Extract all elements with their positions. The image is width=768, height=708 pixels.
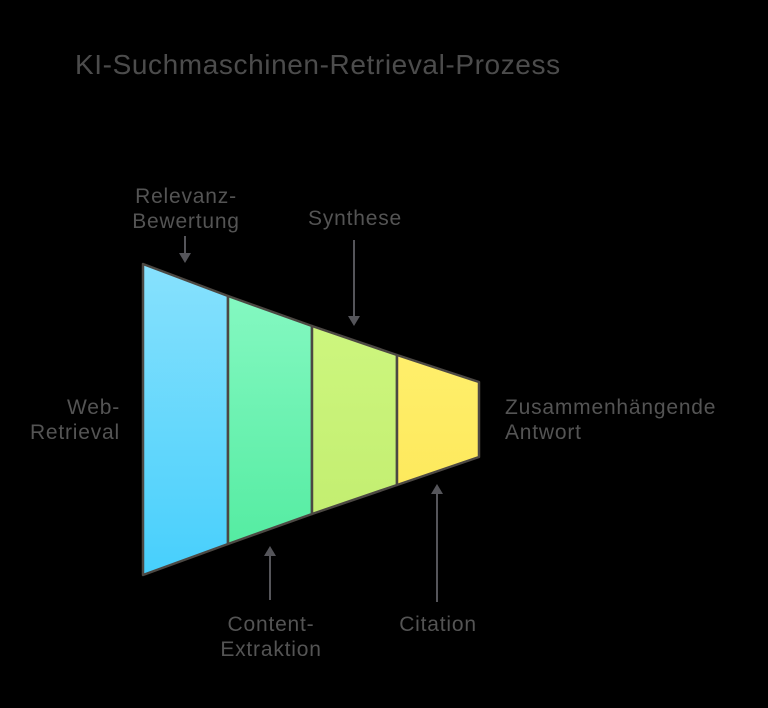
arrow-up-citation — [431, 484, 443, 602]
label-line: Citation — [399, 613, 477, 636]
annotation-arrows — [179, 236, 443, 602]
label-line: Relevanz- — [135, 185, 237, 208]
diagram-title: KI-Suchmaschinen-Retrieval-Prozess — [75, 49, 561, 80]
label-line: Bewertung — [132, 210, 240, 233]
label-zusammenhaengende-antwort: Zusammenhängende Antwort — [505, 395, 716, 445]
label-synthese: Synthese — [308, 206, 402, 231]
arrow-down-synthese — [348, 240, 360, 326]
label-line: Zusammenhängende — [505, 396, 717, 419]
funnel-stage-citation — [395, 353, 481, 487]
label-citation: Citation — [399, 612, 477, 637]
label-line: Retrieval — [29, 421, 120, 444]
funnel-shape — [141, 262, 481, 577]
label-relevanz-bewertung: Relevanz- Bewertung — [132, 184, 240, 234]
label-line: Synthese — [308, 207, 402, 230]
label-line: Extraktion — [220, 638, 322, 661]
funnel-stage-web-retrieval — [141, 262, 230, 577]
arrow-up-content-extraktion — [264, 546, 276, 600]
label-line: Antwort — [505, 421, 582, 444]
funnel-stage-content-extraktion — [226, 294, 314, 546]
label-web-retrieval: Web- Retrieval — [30, 395, 120, 445]
arrow-down-relevanz-bewertung — [179, 236, 191, 263]
label-content-extraktion: Content- Extraktion — [220, 612, 321, 662]
label-line: Content- — [227, 613, 315, 636]
funnel-stage-synthese — [310, 324, 399, 516]
label-line: Web- — [67, 396, 120, 419]
